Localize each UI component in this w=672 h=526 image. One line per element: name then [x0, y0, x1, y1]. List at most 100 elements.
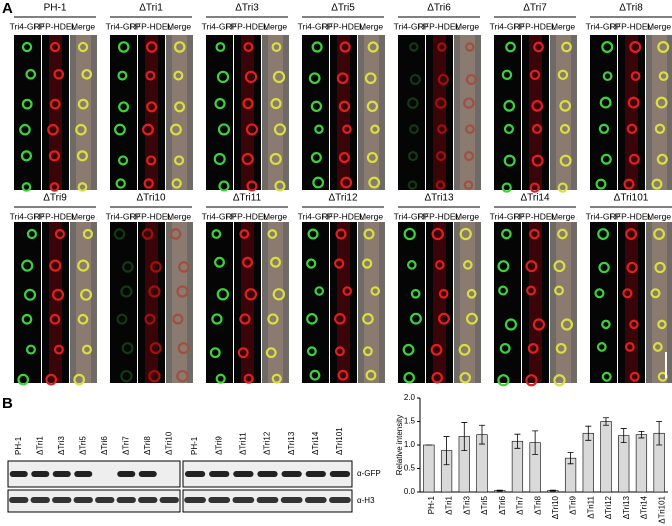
lane-label: ΔTri5: [78, 436, 87, 455]
organelle: [142, 123, 154, 136]
organelle: [650, 288, 661, 299]
organelle: [243, 42, 254, 52]
organelle: [504, 318, 518, 331]
organelle: [657, 41, 670, 53]
band: [74, 471, 93, 477]
organelle: [25, 344, 36, 355]
band: [31, 471, 50, 477]
organelle: [265, 347, 277, 359]
band: [30, 497, 50, 503]
organelle: [437, 42, 447, 52]
hypha: [529, 35, 542, 190]
organelle: [465, 73, 477, 86]
lane-label: ΔTri7: [121, 436, 130, 455]
organelle: [466, 288, 477, 299]
strain-title: ΔTri8: [619, 3, 643, 14]
column-label: Merge: [71, 211, 95, 221]
hypha: [337, 222, 350, 383]
organelle: [654, 261, 666, 274]
organelle: [334, 346, 345, 357]
organelle: [21, 313, 33, 325]
lane-label: ΔTri3: [57, 436, 66, 455]
organelle: [77, 98, 89, 110]
organelle: [17, 373, 30, 386]
organelle: [216, 288, 230, 301]
column-label: Merge: [551, 21, 575, 31]
organelle: [501, 182, 512, 193]
organelle: [555, 342, 567, 354]
band: [329, 471, 351, 477]
column-label: RFP-HDEL: [322, 211, 365, 221]
organelle: [599, 96, 612, 109]
organelle: [19, 123, 31, 136]
x-tick-label: ΔTri101: [657, 495, 666, 523]
column-label: Tri4-GFP: [106, 211, 141, 221]
hypha: [433, 222, 446, 383]
x-tick-label: ΔTri6: [498, 495, 507, 514]
organelle: [176, 369, 189, 383]
lane-label: ΔTri101: [335, 427, 344, 455]
organelle: [497, 374, 510, 387]
organelle: [655, 96, 668, 109]
column-label: Merge: [263, 211, 287, 221]
organelle: [533, 41, 544, 53]
organelle: [366, 151, 378, 164]
micrograph: [494, 35, 521, 190]
blot: [7, 489, 181, 513]
organelle: [437, 312, 450, 325]
error-bar: [620, 428, 627, 444]
bar: [635, 434, 648, 493]
hypha: [529, 222, 542, 383]
micrograph: [590, 35, 617, 190]
organelle: [148, 285, 161, 298]
x-tick-label: ΔTri7: [516, 495, 525, 514]
micrograph: [494, 222, 521, 383]
organelle: [525, 374, 538, 387]
hypha: [460, 222, 475, 383]
organelle: [409, 73, 421, 86]
hypha: [556, 222, 571, 383]
column-label: RFP-HDEL: [226, 211, 269, 221]
x-tick-label: ΔTri5: [480, 495, 489, 514]
organelle: [269, 152, 282, 166]
organelle: [54, 228, 66, 240]
x-tick-label: ΔTri3: [462, 495, 471, 514]
organelle: [314, 286, 325, 296]
y-tick-label: 0.0: [404, 487, 416, 496]
organelle: [652, 342, 663, 352]
organelle: [498, 285, 509, 296]
lane-label: ΔTri9: [214, 436, 223, 455]
organelle: [53, 344, 64, 355]
organelle: [80, 288, 93, 301]
lane-label: ΔTri8: [143, 436, 152, 455]
organelle: [629, 371, 640, 382]
band: [281, 471, 302, 477]
organelle: [531, 154, 544, 167]
organelle: [21, 259, 34, 272]
lane-label: ΔTri12: [263, 431, 272, 455]
lane-label: ΔTri1: [35, 436, 44, 455]
organelle: [114, 123, 126, 136]
band: [208, 497, 231, 503]
y-tick-label: 2.0: [404, 393, 416, 402]
organelle: [559, 100, 572, 112]
organelle: [366, 100, 379, 113]
organelle: [21, 98, 33, 110]
lane-label: PH-1: [14, 436, 23, 455]
organelle: [465, 312, 478, 325]
organelle: [434, 260, 445, 270]
organelle: [409, 124, 419, 134]
organelle: [310, 151, 322, 164]
y-tick-label: 0.5: [404, 464, 416, 473]
column-label: Tri4-GFP: [394, 21, 429, 31]
organelle: [216, 70, 230, 84]
organelle: [501, 69, 513, 81]
organelle: [553, 260, 566, 273]
organelle: [177, 342, 190, 355]
band: [184, 497, 206, 503]
organelle: [459, 371, 471, 384]
organelle: [77, 259, 90, 272]
organelle: [435, 97, 447, 109]
organelle: [242, 98, 254, 110]
organelle: [626, 261, 638, 274]
